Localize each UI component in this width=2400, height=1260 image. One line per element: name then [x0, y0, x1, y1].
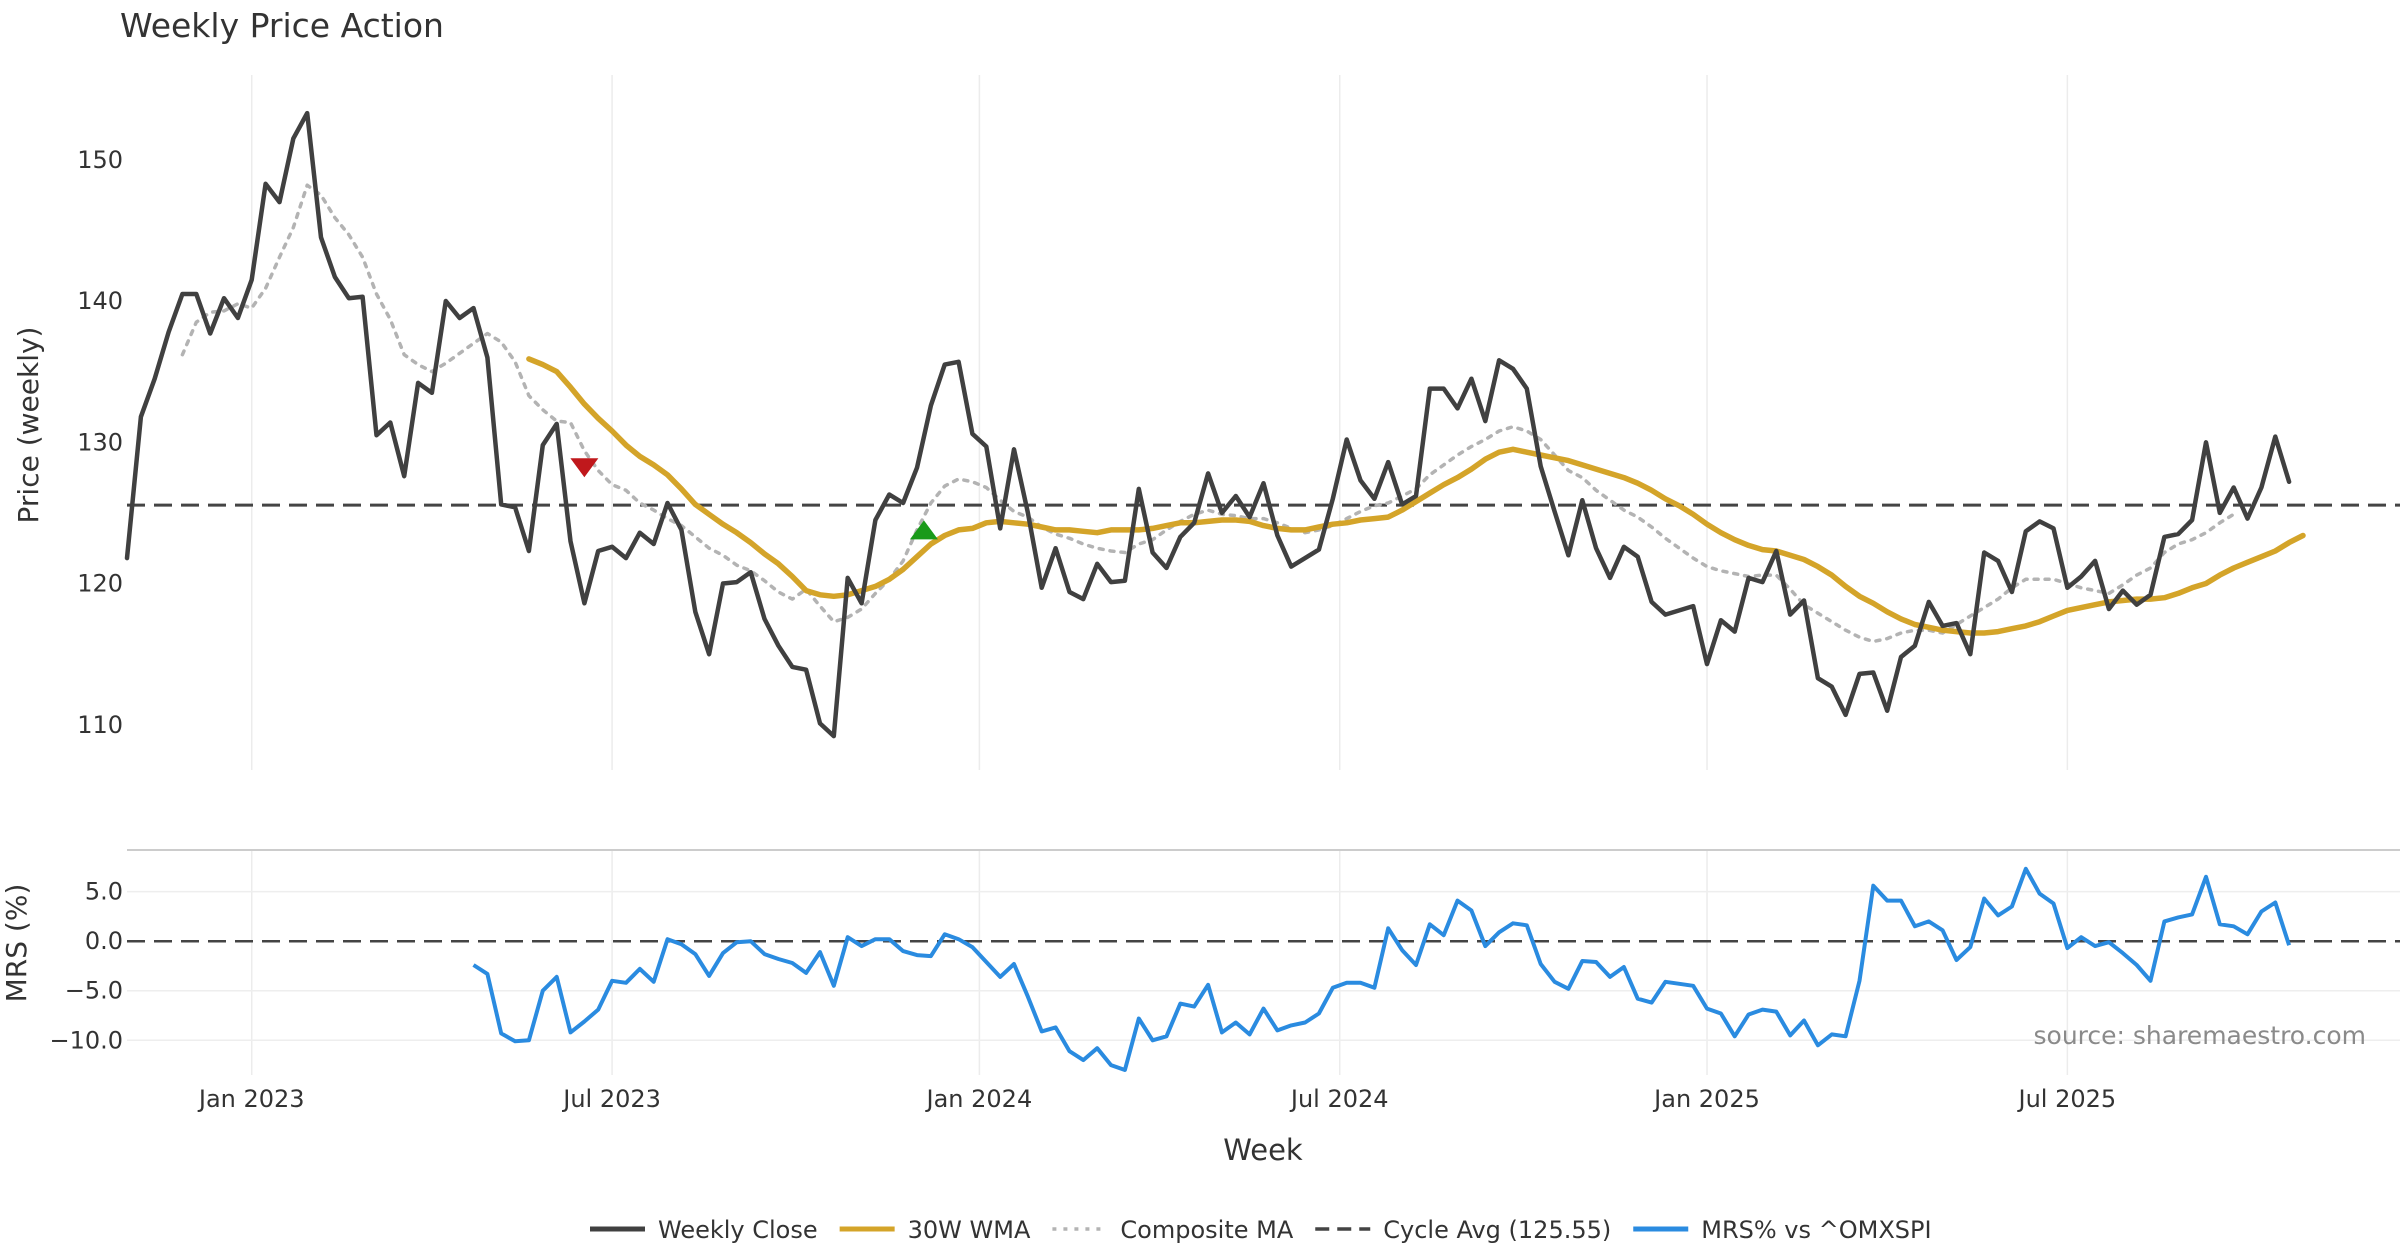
- price-y-tick-label: 140: [77, 287, 123, 315]
- mrs-y-tick-label: −5.0: [65, 977, 123, 1005]
- x-tick-label: Jan 2024: [925, 1085, 1033, 1113]
- price-y-axis: 110 120 130 140 150: [77, 146, 123, 739]
- x-tick-label: Jul 2025: [2017, 1085, 2117, 1113]
- legend-label: Composite MA: [1120, 1216, 1293, 1244]
- mrs-y-tick-label: 0.0: [85, 927, 123, 955]
- mrs-y-tick-label: −10.0: [49, 1026, 123, 1054]
- x-tick-label: Jan 2025: [1652, 1085, 1760, 1113]
- x-axis: Jan 2023 Jul 2023 Jan 2024 Jul 2024 Jan 2025…: [197, 1085, 2116, 1113]
- price-y-tick-label: 130: [77, 428, 123, 456]
- mrs-vs-omxspi-line: [472, 866, 2292, 1072]
- price-series: [124, 110, 2400, 739]
- mrs-series: [127, 866, 2400, 1072]
- price-y-tick-label: 150: [77, 146, 123, 174]
- x-tick-label: Jan 2023: [197, 1085, 305, 1113]
- mrs-y-tick-label: 5.0: [85, 878, 123, 906]
- price-y-tick-label: 120: [77, 570, 123, 598]
- buy-signal-marker: [909, 520, 938, 540]
- price-y-tick-label: 110: [77, 711, 123, 739]
- price-grid: [250, 75, 2069, 770]
- composite-ma-line: [180, 183, 2236, 644]
- x-axis-label: Week: [1223, 1133, 1303, 1167]
- x-tick-label: Jul 2023: [561, 1085, 661, 1113]
- legend-label: Cycle Avg (125.55): [1383, 1216, 1611, 1244]
- weekly-close-line: [124, 110, 2292, 739]
- legend-label: MRS% vs ^OMXSPI: [1701, 1216, 1931, 1244]
- chart-title: Weekly Price Action: [120, 6, 444, 45]
- mrs-grid: [127, 849, 2400, 1075]
- sell-signal-marker: [570, 458, 599, 478]
- x-tick-label: Jul 2024: [1289, 1085, 1389, 1113]
- signal-markers: [570, 458, 938, 540]
- 30w-wma-line: [526, 356, 2306, 636]
- mrs-y-axis: 5.0 0.0 −5.0 −10.0: [49, 878, 123, 1055]
- legend-label: 30W WMA: [908, 1216, 1031, 1244]
- price-y-axis-label: Price (weekly): [12, 327, 45, 524]
- legend: Weekly Close 30W WMA Composite MA Cycle Avg…: [590, 1216, 1932, 1244]
- mrs-y-axis-label: MRS (%): [0, 884, 33, 1003]
- legend-label: Weekly Close: [658, 1216, 818, 1244]
- source-watermark: source: sharemaestro.com: [2034, 1021, 2367, 1050]
